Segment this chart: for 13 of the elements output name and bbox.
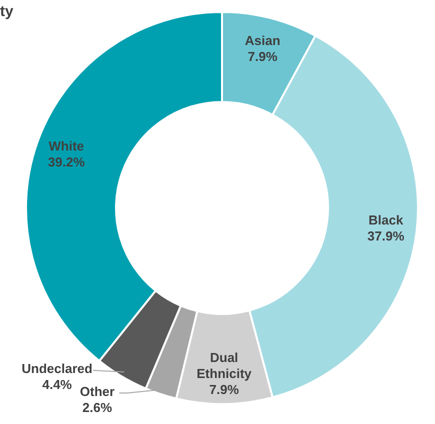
chart-title: ty [0,3,14,20]
data-label: 7.9% [248,49,278,64]
slice-label: Undeclared [22,361,92,376]
data-label: 2.6% [82,400,112,415]
slice-label: White [48,138,84,154]
slice-label: Other [80,384,115,399]
slice-label: Asian [244,33,280,48]
data-label: 4.4% [42,377,72,392]
slice-label: Black [368,212,404,228]
data-label: 7.9% [209,382,240,397]
data-label: 39.2% [48,154,86,170]
data-label: 37.9% [367,228,405,244]
slice-label: Dual Ethnicity [196,350,252,381]
